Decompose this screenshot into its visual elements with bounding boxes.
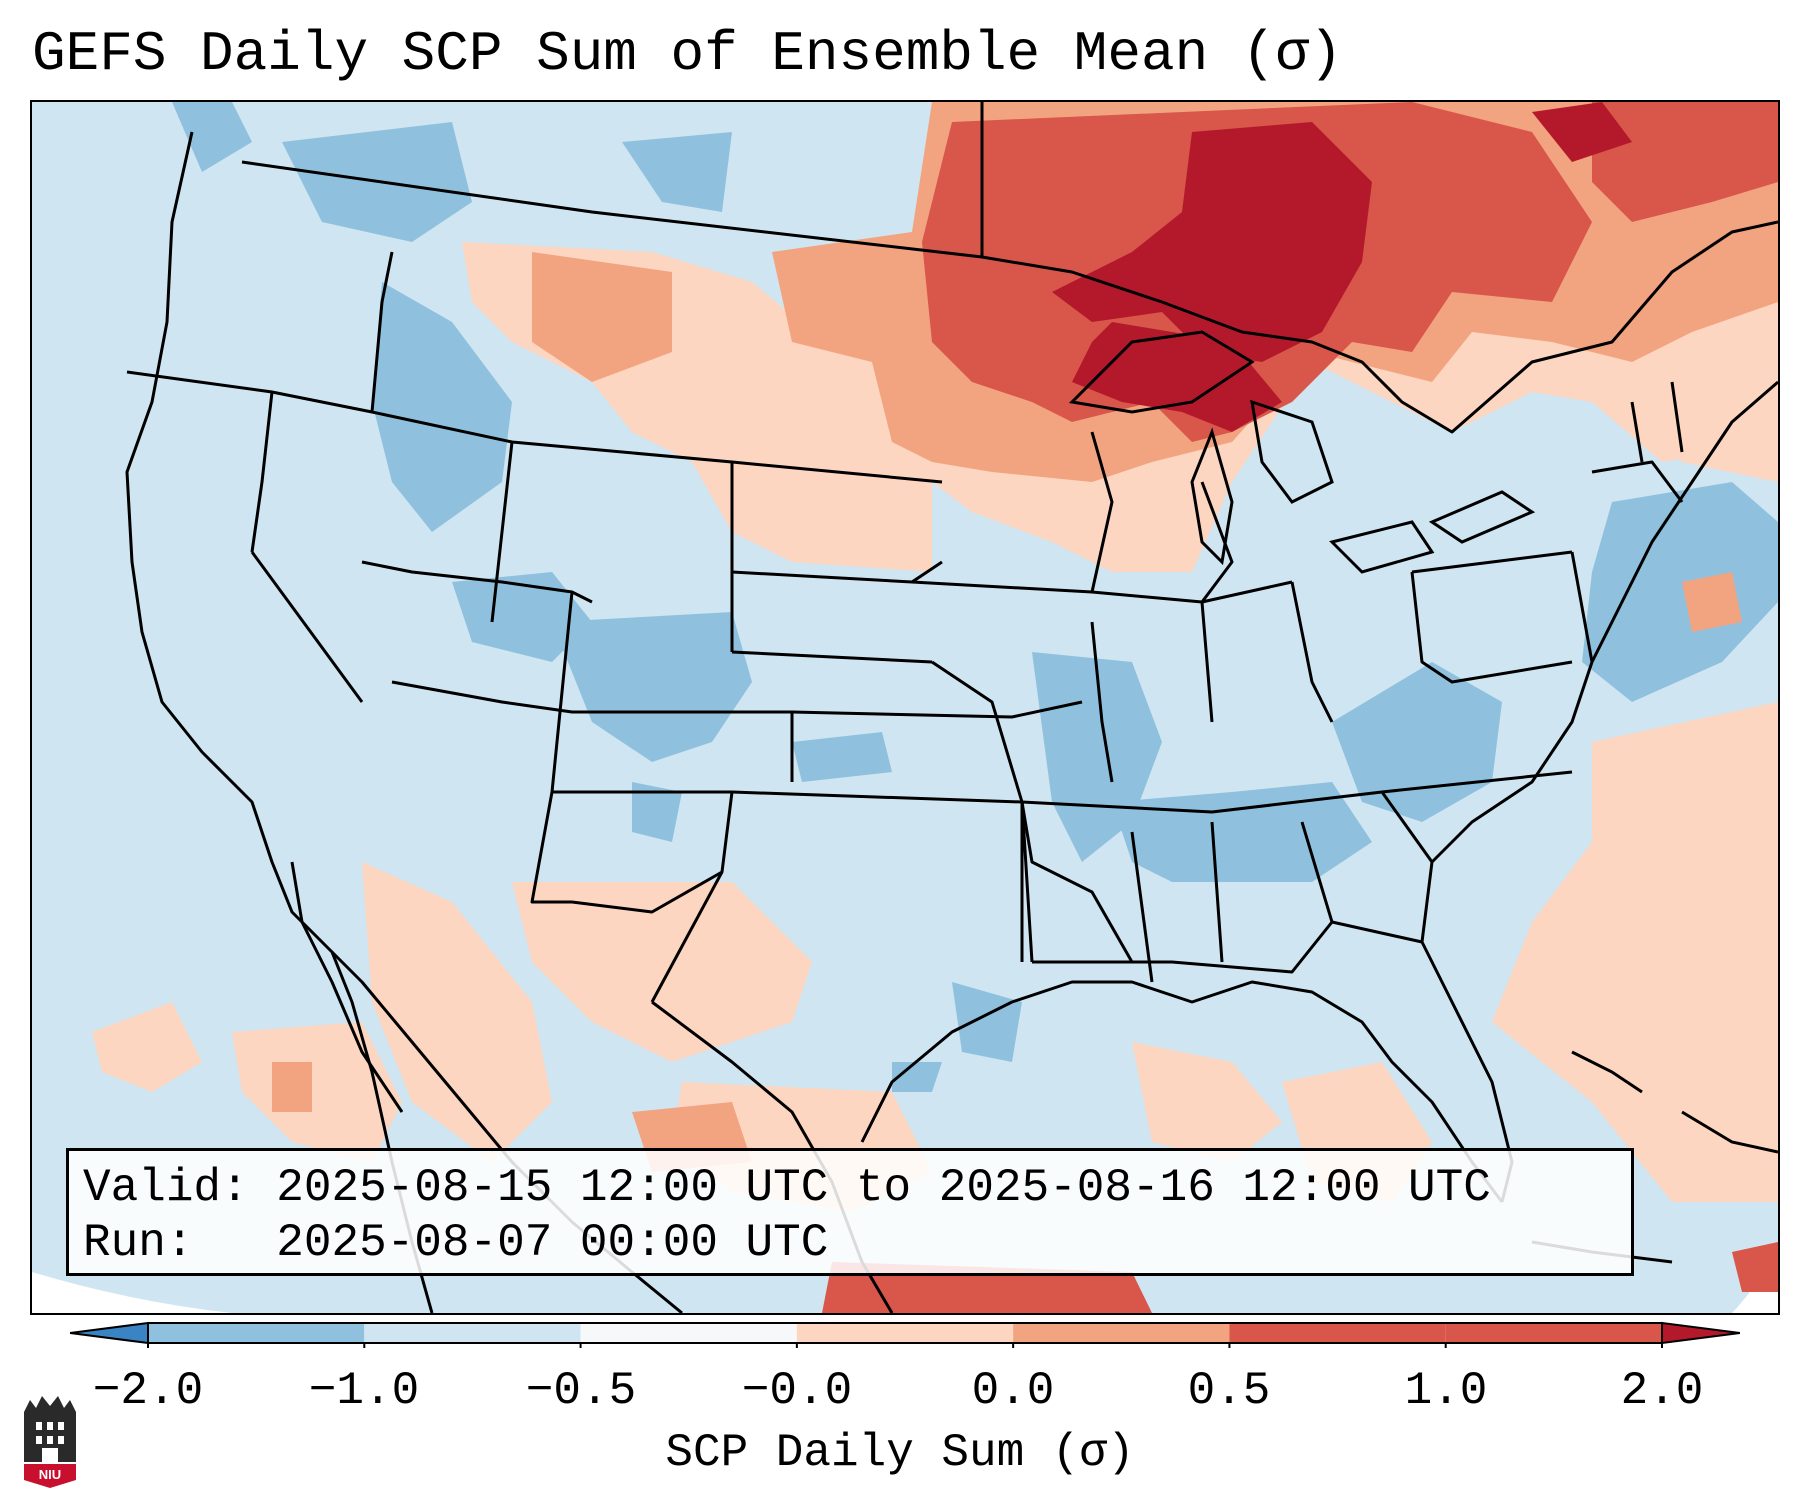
negative-anomaly-patches — [172, 102, 1778, 1092]
colorbar-tick-label: 1.0 — [1404, 1365, 1488, 1417]
colorbar-extend-low — [70, 1321, 149, 1345]
colorbar-bin — [1445, 1323, 1662, 1343]
colorbar-bin — [580, 1323, 797, 1343]
run-value: 2025-08-07 00:00 UTC — [276, 1217, 829, 1269]
colorbar-bin — [1229, 1323, 1446, 1343]
valid-value: 2025-08-15 12:00 UTC to 2025-08-16 12:00… — [276, 1162, 1491, 1214]
colorbar-tick-label: −0.5 — [525, 1365, 637, 1417]
run-label: Run: — [83, 1217, 194, 1269]
colorbar-bin — [364, 1323, 581, 1343]
colorbar-bin — [1013, 1323, 1230, 1343]
colorbar-tick-label: −2.0 — [92, 1365, 204, 1417]
colorbar-extend-high — [1661, 1321, 1740, 1345]
great-lakes — [1068, 330, 1536, 574]
state-borders — [125, 102, 1778, 1313]
colorbar-bin — [148, 1323, 365, 1343]
colorbar-tick-label: −0.0 — [741, 1365, 853, 1417]
map-panel[interactable] — [30, 100, 1780, 1315]
colorbar-label: SCP Daily Sum (σ) — [665, 1427, 1135, 1479]
valid-label: Valid: — [83, 1162, 249, 1214]
colorbar-tick-label: 2.0 — [1620, 1365, 1704, 1417]
colorbar — [70, 1321, 1740, 1348]
map-canvas — [32, 102, 1778, 1313]
niu-logo-icon[interactable]: NIU — [20, 1392, 80, 1488]
projection-edge — [1732, 1252, 1778, 1313]
colorbar-tick-label: 0.5 — [1187, 1365, 1271, 1417]
projection-edge — [32, 1272, 232, 1313]
colorbar-bin — [796, 1323, 1014, 1343]
page-title: GEFS Daily SCP Sum of Ensemble Mean (σ) — [32, 22, 1343, 86]
logo-text: NIU — [39, 1467, 61, 1482]
colorbar-tick-label: 0.0 — [971, 1365, 1055, 1417]
valid-run-info-box: Valid: 2025-08-15 12:00 UTC to 2025-08-1… — [66, 1148, 1634, 1276]
colorbar-outline — [147, 1322, 1663, 1344]
colorbar-tick-label: −1.0 — [308, 1365, 420, 1417]
